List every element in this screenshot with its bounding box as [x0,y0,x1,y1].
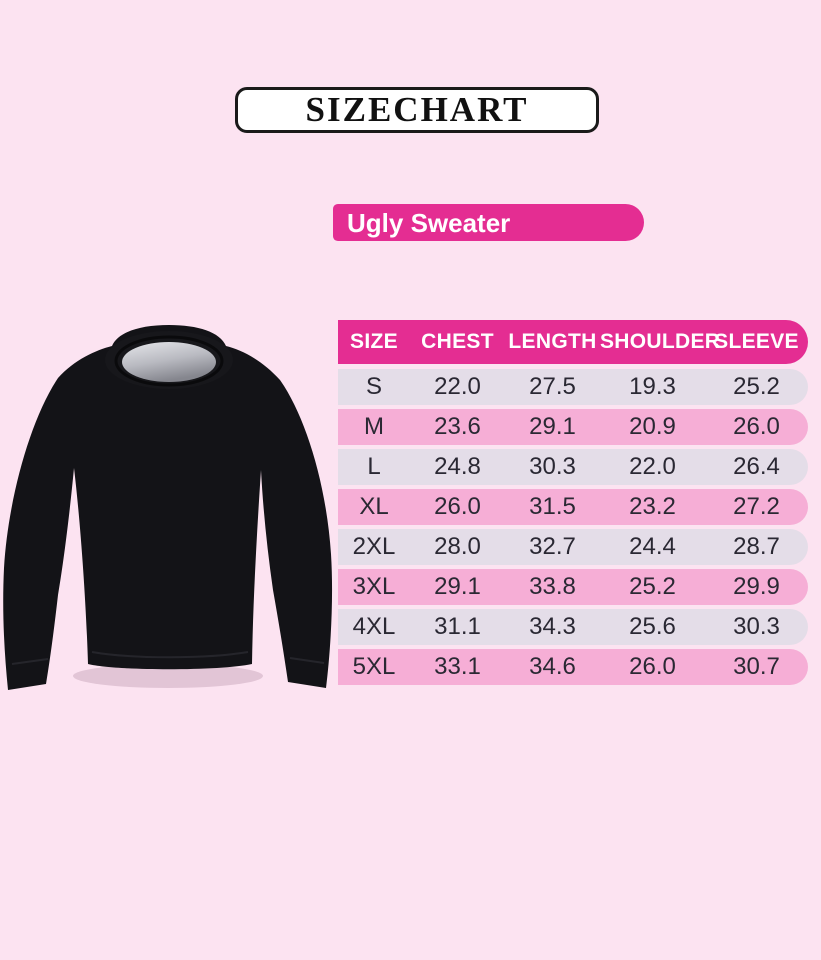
size-label: S [365,373,382,400]
table-row: 3XL 29.1 33.8 25.2 29.9 [338,569,808,605]
measurement-value: 27.2 [733,493,780,520]
measurement-value: 25.2 [733,373,780,400]
size-label: 4XL [352,613,396,640]
size-label: 5XL [352,653,396,680]
measurement-value: 26.0 [733,413,780,440]
column-header-length: LENGTH [508,330,597,353]
sweater-illustration-svg [3,325,333,690]
measurement-value: 30.3 [733,613,780,640]
measurement-value: 23.6 [434,413,481,440]
measurement-value: 24.4 [629,533,676,560]
table-row: 2XL 28.0 32.7 24.4 28.7 [338,529,808,565]
table-row: M 23.6 29.1 20.9 26.0 [338,409,808,445]
size-table-body: S 22.0 27.5 19.3 25.2 M 23.6 29.1 20.9 26.0 L 24.8 3… [338,369,808,685]
measurement-value: 28.7 [733,533,780,560]
measurement-value: 22.0 [629,453,676,480]
size-table-header: SIZE CHEST LENGTH SHOULDER SLEEVE [338,320,808,364]
sweater-body [3,325,333,690]
size-label: L [367,453,381,480]
measurement-value: 31.1 [434,613,481,640]
size-label: M [364,413,384,440]
measurement-value: 30.3 [529,453,576,480]
table-row: L 24.8 30.3 22.0 26.4 [338,449,808,485]
measurement-value: 19.3 [629,373,676,400]
size-label: 3XL [352,573,396,600]
measurement-value: 29.1 [529,413,576,440]
measurement-value: 28.0 [434,533,481,560]
measurement-value: 20.9 [629,413,676,440]
measurement-value: 22.0 [434,373,481,400]
product-label: Ugly Sweater [333,204,644,241]
table-row: XL 26.0 31.5 23.2 27.2 [338,489,808,525]
left-cuff-seam [11,658,49,665]
measurement-value: 25.2 [629,573,676,600]
measurement-value: 31.5 [529,493,576,520]
table-row: 4XL 31.1 34.3 25.6 30.3 [338,609,808,645]
size-table: SIZE CHEST LENGTH SHOULDER SLEEVE S 22.0 2… [338,320,808,689]
measurement-value: 32.7 [529,533,576,560]
column-header-chest: CHEST [421,330,494,353]
sweater-image [0,318,340,700]
hem-seam [91,651,249,659]
measurement-value: 34.3 [529,613,576,640]
sizechart-banner: SIZECHART [235,87,599,133]
table-row: S 22.0 27.5 19.3 25.2 [338,369,808,405]
collar-seam [114,335,224,387]
measurement-value: 34.6 [529,653,576,680]
measurement-value: 33.1 [434,653,481,680]
size-label: 2XL [352,533,396,560]
measurement-value: 24.8 [434,453,481,480]
collar-inner [122,342,216,382]
measurement-value: 29.1 [434,573,481,600]
column-header-sleeve: SLEEVE [714,330,799,353]
measurement-value: 23.2 [629,493,676,520]
measurement-value: 25.6 [629,613,676,640]
column-header-shoulder: SHOULDER [600,330,721,353]
measurement-value: 26.0 [629,653,676,680]
measurement-value: 27.5 [529,373,576,400]
measurement-value: 33.8 [529,573,576,600]
product-label-text: Ugly Sweater [347,207,511,238]
size-label: XL [359,493,389,520]
measurement-value: 26.4 [733,453,780,480]
page-title: SIZECHART [305,89,529,129]
sweater-shadow [73,664,263,688]
measurement-value: 26.0 [434,493,481,520]
column-header-size: SIZE [350,330,398,353]
right-cuff-seam [289,657,325,664]
measurement-value: 29.9 [733,573,780,600]
measurement-value: 30.7 [733,653,780,680]
table-row: 5XL 33.1 34.6 26.0 30.7 [338,649,808,685]
